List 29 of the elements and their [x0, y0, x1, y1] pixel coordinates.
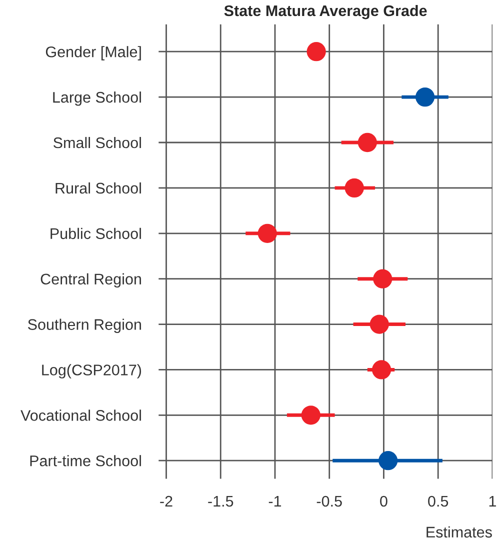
x-tick-label: 0.5 [428, 496, 448, 507]
x-axis-title: Estimates [426, 526, 492, 538]
point [258, 224, 277, 243]
x-tick-label: 0 [380, 496, 388, 507]
point [415, 87, 435, 107]
point [372, 360, 392, 380]
y-tick-label: Log(CSP2017) [42, 364, 142, 378]
x-tick-label: -2 [160, 496, 172, 507]
point [378, 451, 398, 470]
y-tick-label: Rural School [56, 182, 141, 194]
point [306, 42, 326, 62]
point [370, 314, 389, 334]
x-tick-label: -1 [268, 496, 282, 507]
y-tick-label: Vocational School [20, 410, 141, 421]
point [301, 406, 320, 425]
y-tick-label: Public School [50, 228, 141, 240]
y-tick-label: Large School [53, 92, 141, 106]
y-tick-label: Small School [54, 136, 141, 148]
y-tick-label: Gender [Male] [46, 46, 141, 60]
x-tick-label: 1 [489, 496, 496, 507]
y-tick-label: Part-time School [30, 455, 141, 466]
chart-title: State Matura Average Grade [224, 4, 427, 20]
point [344, 178, 364, 198]
y-tick-label: Central Region [40, 273, 141, 288]
x-tick-label: -1.5 [208, 496, 234, 507]
x-tick-label: -0.5 [316, 496, 342, 507]
point [373, 269, 392, 288]
y-tick-label: Southern Region [28, 318, 141, 333]
point [358, 132, 377, 152]
